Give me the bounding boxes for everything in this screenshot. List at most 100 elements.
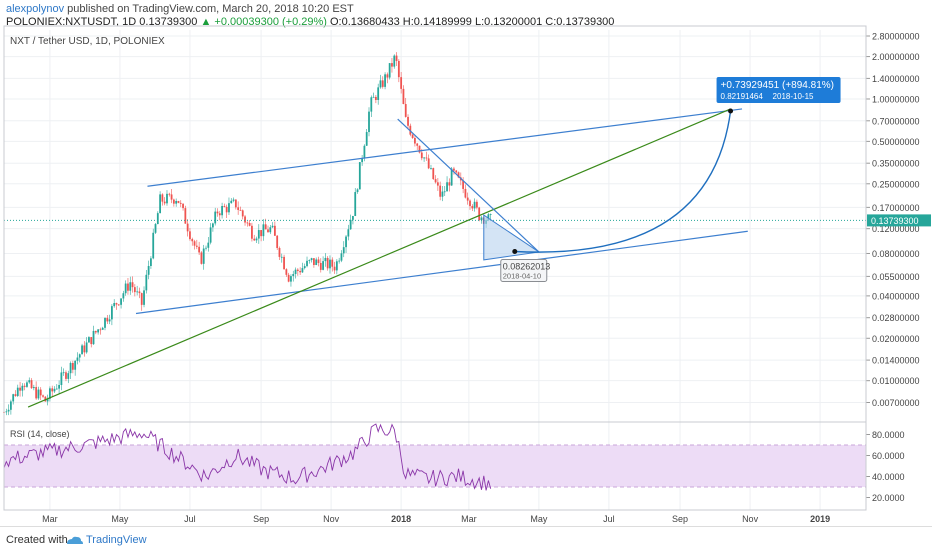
candle-body xyxy=(455,170,458,173)
x-tick-label: Nov xyxy=(323,514,340,524)
axes: 2.80000000 2.00000000 1.40000000 1.00000000… xyxy=(3,25,931,524)
candle-body xyxy=(267,229,269,233)
x-tick-label: 2019 xyxy=(810,514,830,524)
y-tick-label: 1.40000000 xyxy=(872,74,920,84)
y-tick-label: 2.00000000 xyxy=(872,52,920,62)
candle-body xyxy=(46,398,49,402)
candle-body xyxy=(71,363,74,370)
price-change: ▲ +0.00039300 (+0.29%) xyxy=(200,16,327,28)
candle-body xyxy=(319,262,322,270)
candle-body xyxy=(239,209,242,211)
projection-curve[interactable] xyxy=(514,110,732,253)
candle-body xyxy=(478,207,481,221)
candle-body xyxy=(308,260,311,261)
low-callout-price: 0.08262013 xyxy=(503,262,551,272)
candle-body xyxy=(83,345,86,353)
candle-body xyxy=(90,337,93,345)
candle-body xyxy=(131,282,134,288)
upper-channel-line[interactable] xyxy=(147,108,743,187)
candle-body xyxy=(120,298,122,305)
y-tick-label: 0.08000000 xyxy=(872,249,920,259)
candle-body xyxy=(464,188,467,198)
candle-body xyxy=(85,342,88,353)
y-tick-label: 0.02000000 xyxy=(872,334,920,344)
candle-body xyxy=(154,224,157,233)
candle-body xyxy=(414,137,416,144)
candle-body xyxy=(170,194,173,200)
author-link[interactable]: alexpolynov xyxy=(6,3,65,15)
candle-body xyxy=(62,372,65,374)
candle-body xyxy=(186,223,189,232)
candle-body xyxy=(251,225,253,239)
rsi-line xyxy=(3,423,492,491)
candle-body xyxy=(420,152,423,159)
lower-channel-line[interactable] xyxy=(135,230,748,315)
candle-body xyxy=(182,203,184,209)
low-point-marker xyxy=(512,249,518,255)
y-tick-label: 0.05500000 xyxy=(872,272,920,282)
y-tick-label: 0.04000000 xyxy=(872,291,920,301)
candle-body xyxy=(207,242,210,248)
candle-body xyxy=(306,260,308,267)
candle-body xyxy=(145,274,148,291)
candle-body xyxy=(35,387,38,399)
candle-body xyxy=(260,230,263,237)
candle-body xyxy=(81,345,83,355)
y-tick-label: 1.00000000 xyxy=(872,94,920,104)
candle-body xyxy=(450,168,453,186)
candle-body xyxy=(28,380,31,383)
rsi-y-tick-label: 60.0000 xyxy=(872,451,905,461)
candle-body xyxy=(469,200,471,207)
candle-body xyxy=(466,197,469,201)
candle-body xyxy=(140,293,143,305)
candle-body xyxy=(230,200,233,204)
candle-body xyxy=(69,363,72,374)
candle-body xyxy=(32,387,35,389)
candle-body xyxy=(143,290,145,305)
y-tick-label: 0.01400000 xyxy=(872,356,920,366)
candle-body xyxy=(39,389,42,396)
plot-frame xyxy=(3,25,867,511)
y-tick-label: 0.17000000 xyxy=(872,203,920,213)
candle-body xyxy=(407,116,409,126)
candle-body xyxy=(301,268,304,273)
candle-body xyxy=(58,385,60,389)
candle-body xyxy=(12,394,15,402)
symbol: POLONIEX:NXTUSDT, 1D xyxy=(6,16,137,28)
long-trend-line[interactable] xyxy=(27,108,731,408)
candle-body xyxy=(280,256,283,258)
candle-body xyxy=(340,253,343,261)
candle-body xyxy=(184,208,187,224)
candle-body xyxy=(278,248,281,257)
candle-body xyxy=(122,293,125,299)
candle-body xyxy=(276,235,279,249)
candle-body xyxy=(147,265,150,275)
candle-body xyxy=(76,357,79,361)
candle-body xyxy=(425,157,428,159)
candle-body xyxy=(342,247,345,254)
footer: Created with TradingView xyxy=(0,526,932,551)
descending-line[interactable] xyxy=(397,118,540,253)
rsi-panel: RSI (14, close) xyxy=(3,423,866,491)
candle-body xyxy=(294,269,297,274)
rsi-y-tick-label: 40.0000 xyxy=(872,472,905,482)
candle-body xyxy=(423,157,425,159)
candle-body xyxy=(365,132,368,146)
candle-body xyxy=(55,388,58,390)
rsi-title: RSI (14, close) xyxy=(10,429,70,439)
candle-body xyxy=(432,168,435,180)
candle-body xyxy=(161,194,164,202)
tradingview-brand[interactable]: TradingView xyxy=(86,534,147,546)
x-tick-label: Jul xyxy=(184,514,196,524)
candle-body xyxy=(285,269,288,275)
candle-body xyxy=(65,372,67,379)
candle-body xyxy=(264,224,267,230)
candle-body xyxy=(172,199,175,204)
candle-body xyxy=(60,372,63,386)
candle-body xyxy=(225,206,228,213)
x-tick-label: 2018 xyxy=(391,514,411,524)
candle-body xyxy=(193,241,196,246)
candle-body xyxy=(395,55,398,61)
candle-body xyxy=(228,203,230,213)
candle-body xyxy=(88,337,90,343)
